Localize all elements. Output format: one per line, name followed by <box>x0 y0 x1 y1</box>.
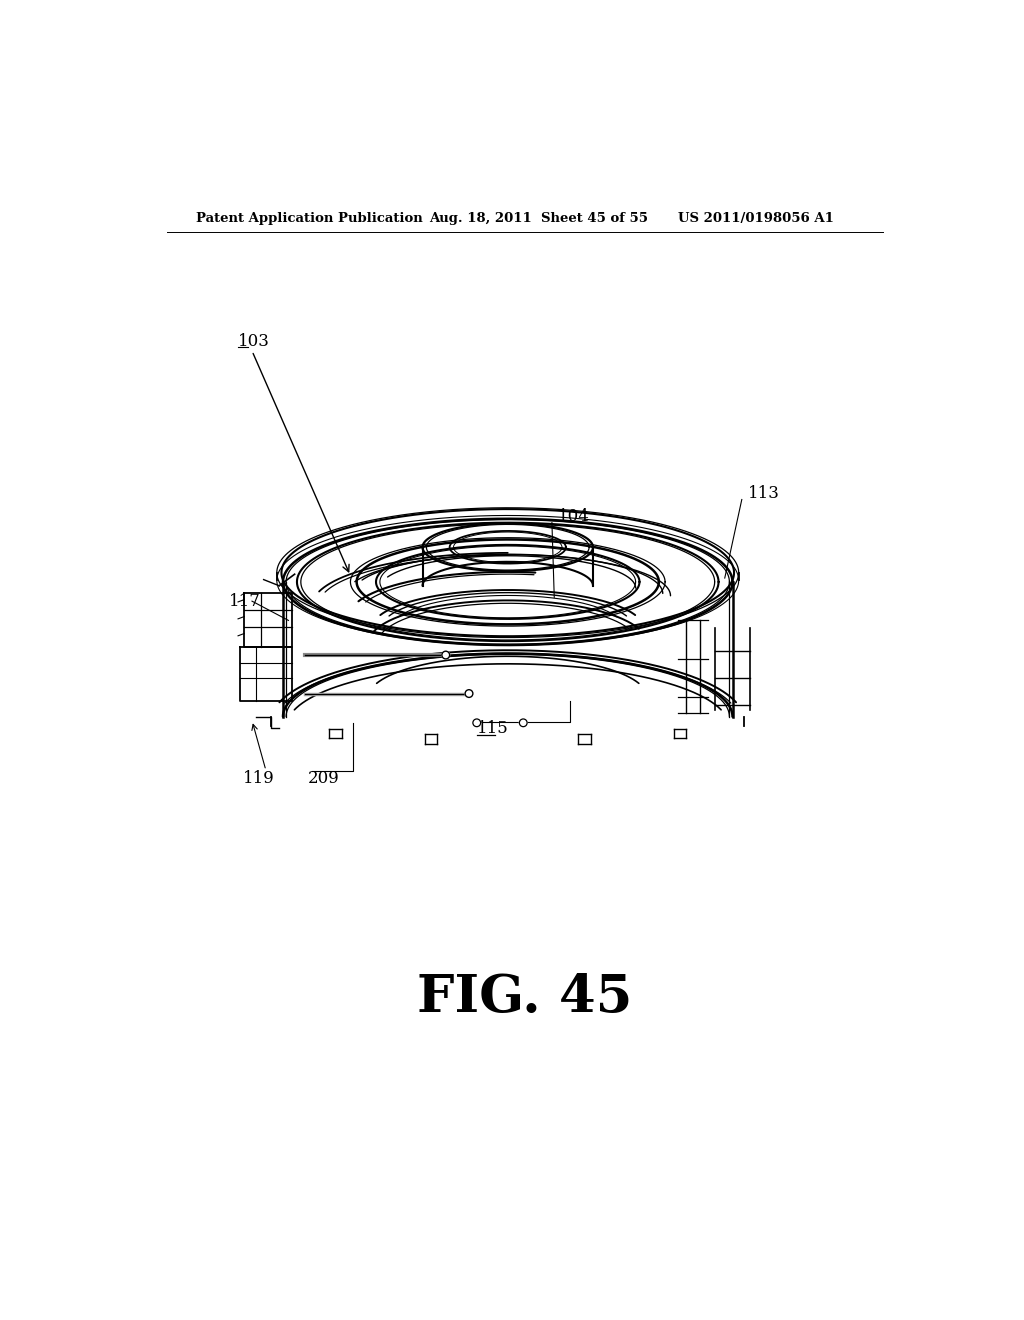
Text: FIG. 45: FIG. 45 <box>417 973 633 1023</box>
Text: 113: 113 <box>748 484 780 502</box>
Text: US 2011/0198056 A1: US 2011/0198056 A1 <box>678 213 835 224</box>
Text: 104: 104 <box>558 508 590 525</box>
Text: 119: 119 <box>243 770 274 787</box>
Text: Aug. 18, 2011  Sheet 45 of 55: Aug. 18, 2011 Sheet 45 of 55 <box>429 213 648 224</box>
Text: Patent Application Publication: Patent Application Publication <box>197 213 423 224</box>
Circle shape <box>465 689 473 697</box>
Circle shape <box>473 719 480 726</box>
Circle shape <box>442 651 450 659</box>
Text: 115: 115 <box>477 719 509 737</box>
Text: 117: 117 <box>228 593 261 610</box>
Text: 209: 209 <box>308 770 340 787</box>
Text: 103: 103 <box>238 333 270 350</box>
Circle shape <box>519 719 527 726</box>
